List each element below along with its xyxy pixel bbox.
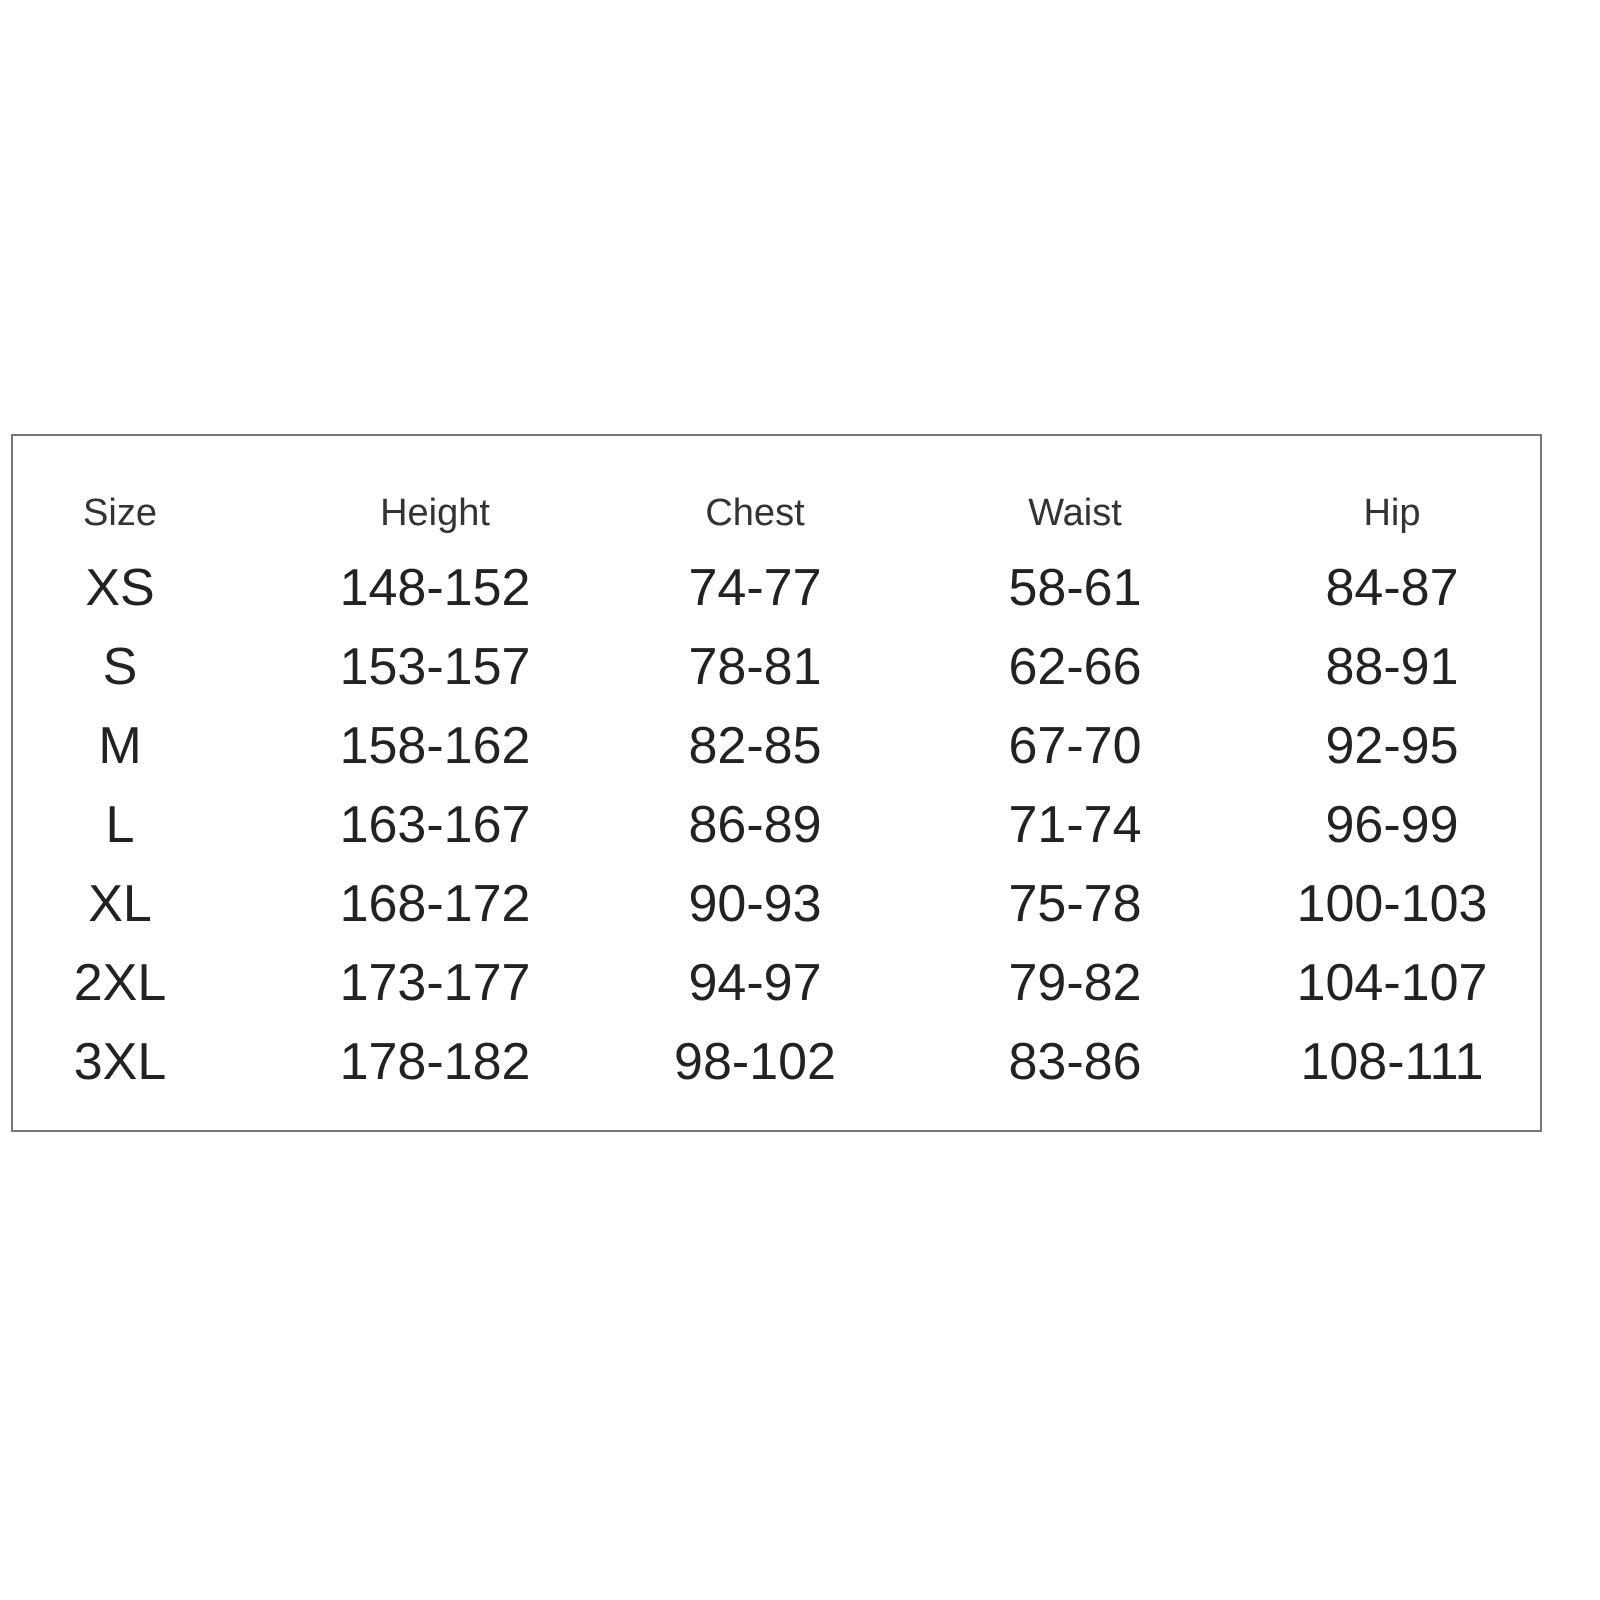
cell-height: 178-182 — [339, 1033, 531, 1091]
cell-size: M — [98, 717, 142, 775]
size-chart-table: Size Height Chest Waist Hip XS 148-152 74-… — [11, 434, 1542, 1132]
table-row: XS 148-152 74-77 58-61 84-87 — [13, 558, 1540, 618]
table-row: M 158-162 82-85 67-70 92-95 — [13, 716, 1540, 776]
cell-waist: 71-74 — [1008, 796, 1142, 854]
header-height: Height — [380, 492, 490, 534]
cell-height: 148-152 — [339, 559, 531, 617]
table-row: S 153-157 78-81 62-66 88-91 — [13, 637, 1540, 697]
cell-size: 2XL — [73, 954, 167, 1012]
table-row: XL 168-172 90-93 75-78 100-103 — [13, 874, 1540, 934]
cell-hip: 92-95 — [1325, 717, 1459, 775]
cell-chest: 82-85 — [688, 717, 822, 775]
cell-waist: 75-78 — [1008, 875, 1142, 933]
table-row: L 163-167 86-89 71-74 96-99 — [13, 795, 1540, 855]
cell-chest: 86-89 — [688, 796, 822, 854]
cell-hip: 100-103 — [1296, 875, 1488, 933]
cell-waist: 67-70 — [1008, 717, 1142, 775]
cell-height: 173-177 — [339, 954, 531, 1012]
header-hip: Hip — [1363, 492, 1421, 534]
header-size: Size — [83, 492, 157, 534]
cell-size: S — [102, 638, 138, 696]
cell-chest: 90-93 — [688, 875, 822, 933]
cell-hip: 108-111 — [1300, 1033, 1484, 1091]
cell-height: 168-172 — [339, 875, 531, 933]
cell-size: L — [105, 796, 135, 854]
cell-hip: 84-87 — [1325, 559, 1459, 617]
cell-height: 153-157 — [339, 638, 531, 696]
cell-hip: 96-99 — [1325, 796, 1459, 854]
header-row: Size Height Chest Waist Hip — [13, 492, 1540, 552]
cell-chest: 74-77 — [688, 559, 822, 617]
cell-hip: 88-91 — [1325, 638, 1459, 696]
table-row: 2XL 173-177 94-97 79-82 104-107 — [13, 953, 1540, 1013]
cell-waist: 79-82 — [1008, 954, 1142, 1012]
cell-size: XL — [88, 875, 152, 933]
cell-height: 163-167 — [339, 796, 531, 854]
cell-size: XS — [85, 559, 155, 617]
table-row: 3XL 178-182 98-102 83-86 108-111 — [13, 1032, 1540, 1092]
cell-waist: 58-61 — [1008, 559, 1142, 617]
cell-waist: 62-66 — [1008, 638, 1142, 696]
cell-chest: 94-97 — [688, 954, 822, 1012]
header-waist: Waist — [1028, 492, 1122, 534]
header-chest: Chest — [705, 492, 805, 534]
cell-hip: 104-107 — [1296, 954, 1488, 1012]
cell-chest: 78-81 — [688, 638, 822, 696]
cell-height: 158-162 — [339, 717, 531, 775]
cell-size: 3XL — [73, 1033, 167, 1091]
cell-chest: 98-102 — [674, 1033, 836, 1091]
cell-waist: 83-86 — [1008, 1033, 1142, 1091]
